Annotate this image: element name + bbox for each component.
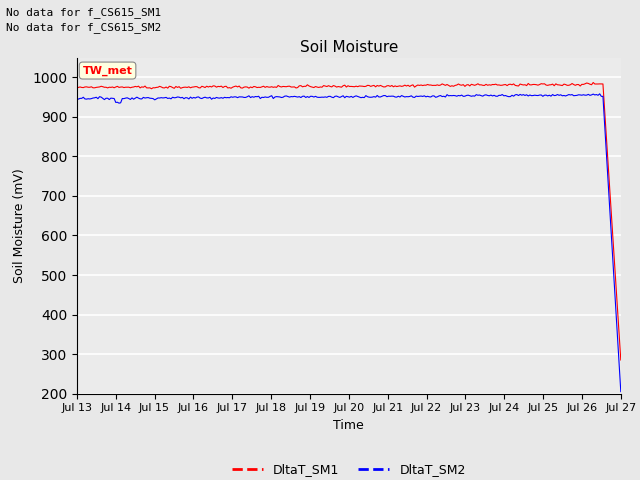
DltaT_SM2 <box>596 91 604 96</box>
DltaT_SM1 <box>193 84 201 90</box>
DltaT_SM1 <box>524 81 532 86</box>
DltaT_SM2 <box>79 95 87 100</box>
DltaT_SM1 <box>236 83 243 89</box>
Legend: DltaT_SM1, DltaT_SM2: DltaT_SM1, DltaT_SM2 <box>227 458 471 480</box>
Line: DltaT_SM1: DltaT_SM1 <box>77 83 621 360</box>
DltaT_SM2 <box>518 92 525 98</box>
DltaT_SM1 <box>73 85 81 91</box>
Text: No data for f_CS615_SM1: No data for f_CS615_SM1 <box>6 7 162 18</box>
DltaT_SM1 <box>617 357 625 363</box>
Text: No data for f_CS615_SM2: No data for f_CS615_SM2 <box>6 22 162 33</box>
Text: TW_met: TW_met <box>83 65 132 76</box>
X-axis label: Time: Time <box>333 419 364 432</box>
DltaT_SM1 <box>518 82 525 87</box>
Y-axis label: Soil Moisture (mV): Soil Moisture (mV) <box>13 168 26 283</box>
DltaT_SM2 <box>193 94 201 100</box>
Line: DltaT_SM2: DltaT_SM2 <box>77 94 621 392</box>
DltaT_SM2 <box>524 93 532 99</box>
DltaT_SM1 <box>378 84 386 89</box>
Title: Soil Moisture: Soil Moisture <box>300 40 398 55</box>
DltaT_SM2 <box>236 94 243 100</box>
DltaT_SM2 <box>378 94 386 99</box>
DltaT_SM2 <box>73 95 81 101</box>
DltaT_SM1 <box>589 80 597 85</box>
DltaT_SM1 <box>79 84 87 90</box>
DltaT_SM2 <box>617 389 625 395</box>
